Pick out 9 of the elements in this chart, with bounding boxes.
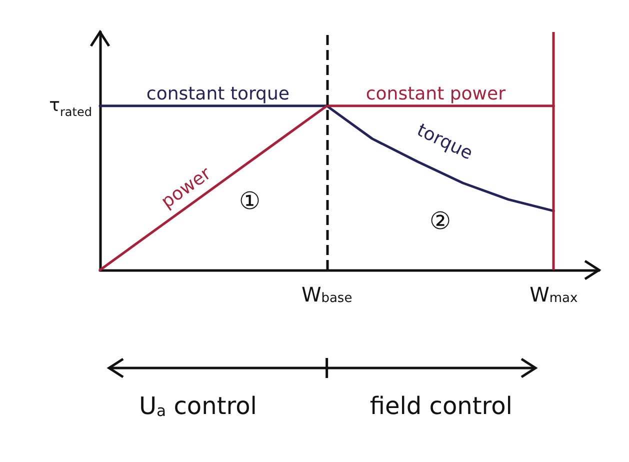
annotation: ② xyxy=(429,206,451,235)
text: constant power xyxy=(366,83,506,104)
text: Ua control xyxy=(138,392,257,420)
text: constant torque xyxy=(146,83,290,104)
x-tick-label: Wmax xyxy=(530,282,578,306)
annotation: ① xyxy=(238,187,260,216)
text: field control xyxy=(370,392,512,420)
text: τ$_{rated}$ xyxy=(49,94,92,120)
x-tick-label: Wbase xyxy=(301,282,352,306)
